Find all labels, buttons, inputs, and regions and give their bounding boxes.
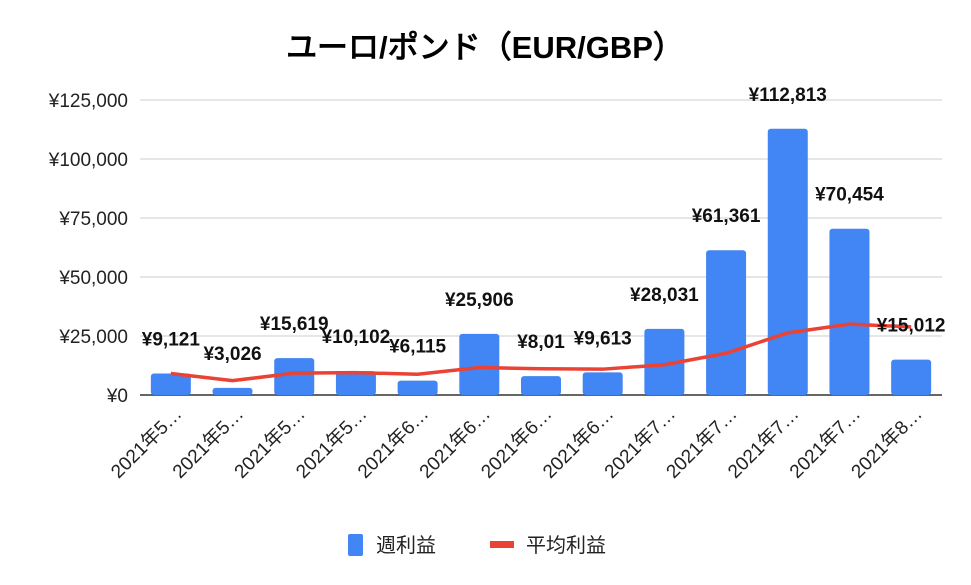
y-tick-label: ¥0 — [106, 386, 128, 407]
bar — [274, 358, 315, 395]
legend: 週利益 平均利益 — [348, 534, 606, 557]
data-label: ¥6,115 — [389, 337, 446, 358]
data-label: ¥8,01 — [517, 332, 565, 353]
bar — [212, 387, 253, 395]
data-label: ¥28,031 — [630, 285, 699, 306]
data-label: ¥112,813 — [749, 85, 827, 106]
bar — [397, 380, 438, 395]
bar — [829, 228, 870, 395]
y-tick-label: ¥100,000 — [48, 150, 128, 171]
data-label: ¥15,012 — [877, 316, 946, 337]
data-label: ¥61,361 — [692, 206, 761, 227]
data-label: ¥9,613 — [574, 328, 632, 349]
data-label: ¥3,026 — [203, 344, 261, 365]
bar — [521, 376, 561, 395]
bar — [335, 371, 376, 395]
data-label: ¥25,906 — [445, 290, 514, 311]
data-label: ¥15,619 — [260, 314, 329, 335]
data-label: ¥70,454 — [815, 185, 884, 206]
bar — [706, 250, 747, 395]
average-line — [170, 322, 912, 383]
bar — [644, 328, 685, 395]
bar — [891, 359, 932, 395]
legend-label-average: 平均利益 — [526, 534, 606, 557]
chart-title: ユーロ/ポンド（EUR/GBP） — [286, 30, 684, 65]
y-tick-label: ¥125,000 — [48, 91, 128, 112]
bar — [150, 373, 191, 395]
y-tick-label: ¥75,000 — [58, 209, 128, 230]
data-label: ¥10,102 — [322, 327, 391, 348]
legend-swatch-bar — [348, 534, 363, 556]
y-tick-label: ¥50,000 — [58, 268, 128, 289]
bar — [767, 128, 808, 395]
bar — [459, 333, 500, 395]
bar — [582, 372, 623, 395]
y-tick-label: ¥25,000 — [58, 327, 128, 348]
data-label: ¥9,121 — [142, 329, 201, 350]
legend-label-weekly: 週利益 — [376, 534, 436, 557]
legend-swatch-line — [490, 541, 514, 548]
